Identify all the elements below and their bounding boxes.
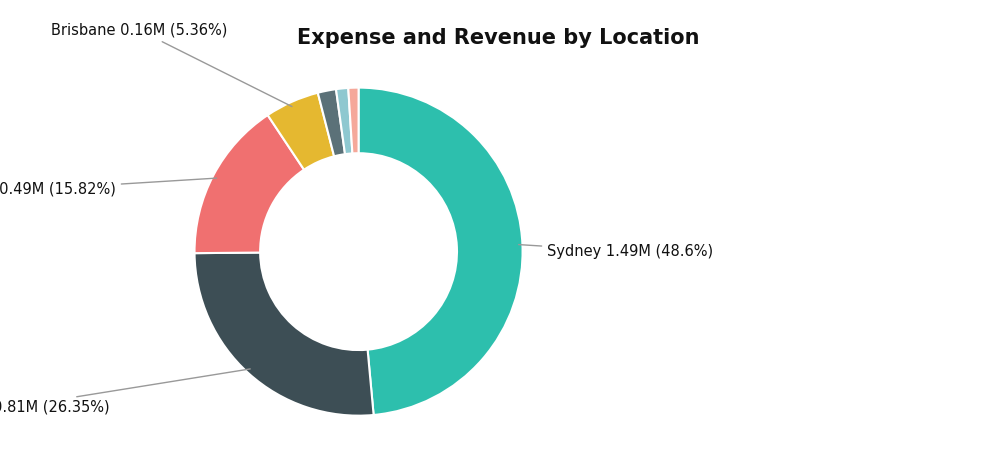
Text: Melbourne 0.81M (26.35%): Melbourne 0.81M (26.35%)	[0, 369, 250, 415]
Text: Sydney 1.49M (48.6%): Sydney 1.49M (48.6%)	[519, 244, 713, 259]
Wedge shape	[359, 88, 523, 415]
Wedge shape	[349, 88, 359, 153]
Text: Expense and Revenue by Location: Expense and Revenue by Location	[297, 28, 699, 48]
Text: Perth 0.49M (15.82%): Perth 0.49M (15.82%)	[0, 178, 216, 197]
Wedge shape	[336, 88, 353, 154]
Wedge shape	[268, 93, 334, 170]
Wedge shape	[194, 115, 304, 253]
Text: Brisbane 0.16M (5.36%): Brisbane 0.16M (5.36%)	[51, 23, 292, 107]
Wedge shape	[318, 89, 345, 156]
Wedge shape	[194, 253, 374, 416]
